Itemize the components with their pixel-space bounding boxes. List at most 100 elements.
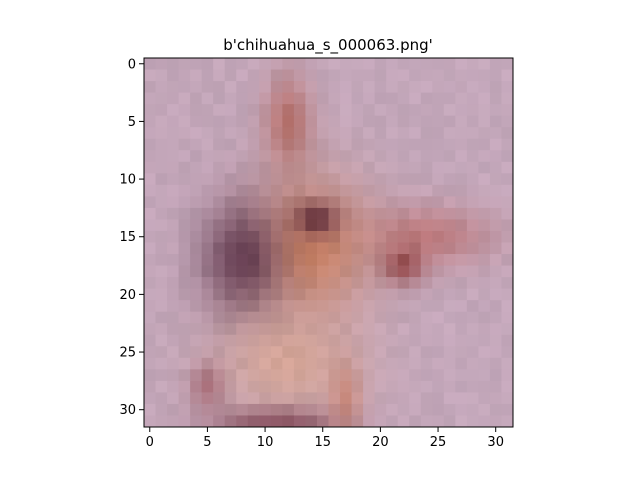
image-pixel <box>201 357 214 370</box>
image-pixel <box>178 150 191 163</box>
image-pixel <box>144 311 157 324</box>
image-pixel <box>201 207 214 221</box>
image-pixel <box>144 254 157 267</box>
image-pixel <box>178 138 191 151</box>
image-pixel <box>224 369 237 382</box>
image-pixel <box>190 58 203 71</box>
image-pixel <box>305 265 318 278</box>
image-pixel <box>386 173 399 186</box>
image-pixel <box>247 288 260 301</box>
image-pixel <box>351 311 364 324</box>
image-pixel <box>351 392 364 405</box>
image-pixel <box>432 357 445 370</box>
image-pixel <box>167 150 180 163</box>
image-pixel <box>144 346 157 359</box>
image-pixel <box>213 392 226 405</box>
image-pixel <box>213 300 226 313</box>
image-pixel <box>374 207 387 221</box>
image-pixel <box>270 138 283 151</box>
image-pixel <box>397 184 410 197</box>
image-pixel <box>155 115 168 128</box>
image-pixel <box>466 81 480 94</box>
image-pixel <box>270 196 283 209</box>
image-pixel <box>374 254 387 267</box>
image-pixel <box>432 288 445 301</box>
image-pixel <box>247 334 260 347</box>
image-pixel <box>316 403 330 417</box>
image-pixel <box>443 380 456 394</box>
image-pixel <box>386 127 399 140</box>
image-pixel <box>351 254 364 267</box>
image-pixel <box>478 173 491 186</box>
image-pixel <box>178 300 191 313</box>
image-pixel <box>167 81 180 94</box>
image-pixel <box>201 346 214 359</box>
image-pixel <box>305 81 318 94</box>
image-pixel <box>305 58 318 71</box>
image-pixel <box>259 265 272 278</box>
image-pixel <box>478 138 491 151</box>
image-pixel <box>190 300 203 313</box>
image-pixel <box>443 150 456 163</box>
image-pixel <box>340 138 353 151</box>
image-pixel <box>144 380 157 394</box>
image-pixel <box>305 104 318 117</box>
image-pixel <box>282 334 295 347</box>
image-pixel <box>455 138 468 151</box>
image-pixel <box>443 207 456 221</box>
image-pixel <box>259 161 272 174</box>
image-pixel <box>190 219 203 232</box>
image-pixel <box>351 138 364 151</box>
image-pixel <box>374 334 387 347</box>
image-pixel <box>190 127 203 140</box>
image-pixel <box>455 184 468 197</box>
image-pixel <box>340 323 353 336</box>
image-pixel <box>374 219 387 232</box>
image-pixel <box>178 196 191 209</box>
image-pixel <box>478 254 491 267</box>
image-pixel <box>340 334 353 347</box>
image-pixel <box>282 254 295 267</box>
image-pixel <box>478 92 491 105</box>
image-pixel <box>489 346 503 359</box>
image-pixel <box>167 369 180 382</box>
image-pixel <box>466 104 480 117</box>
image-pixel <box>386 311 399 324</box>
image-pixel <box>178 92 191 105</box>
image-pixel <box>409 127 422 140</box>
image-pixel <box>397 288 410 301</box>
image-pixel <box>397 104 410 117</box>
image-pixel <box>213 58 226 71</box>
image-pixel <box>213 380 226 394</box>
image-pixel <box>420 104 433 117</box>
image-pixel <box>259 334 272 347</box>
image-pixel <box>397 369 410 382</box>
x-tick-label: 25 <box>430 435 447 450</box>
image-pixel <box>386 242 399 255</box>
image-pixel <box>432 311 445 324</box>
image-pixel <box>155 81 168 94</box>
image-pixel <box>489 138 503 151</box>
image-pixel <box>247 265 260 278</box>
image-pixel <box>201 369 214 382</box>
image-pixel <box>155 150 168 163</box>
image-pixel <box>316 346 330 359</box>
image-pixel <box>190 369 203 382</box>
image-pixel <box>363 127 376 140</box>
image-pixel <box>259 138 272 151</box>
image-pixel <box>386 254 399 267</box>
image-pixel <box>167 184 180 197</box>
image-pixel <box>293 392 307 405</box>
image-pixel <box>213 138 226 151</box>
image-pixel <box>201 138 214 151</box>
image-pixel <box>270 150 283 163</box>
image-pixel <box>236 127 249 140</box>
image-pixel <box>293 115 307 128</box>
image-pixel <box>155 138 168 151</box>
image-pixel <box>236 288 249 301</box>
image-pixel <box>305 150 318 163</box>
image-pixel <box>293 380 307 394</box>
image-pixel <box>363 277 376 290</box>
image-pixel <box>455 346 468 359</box>
